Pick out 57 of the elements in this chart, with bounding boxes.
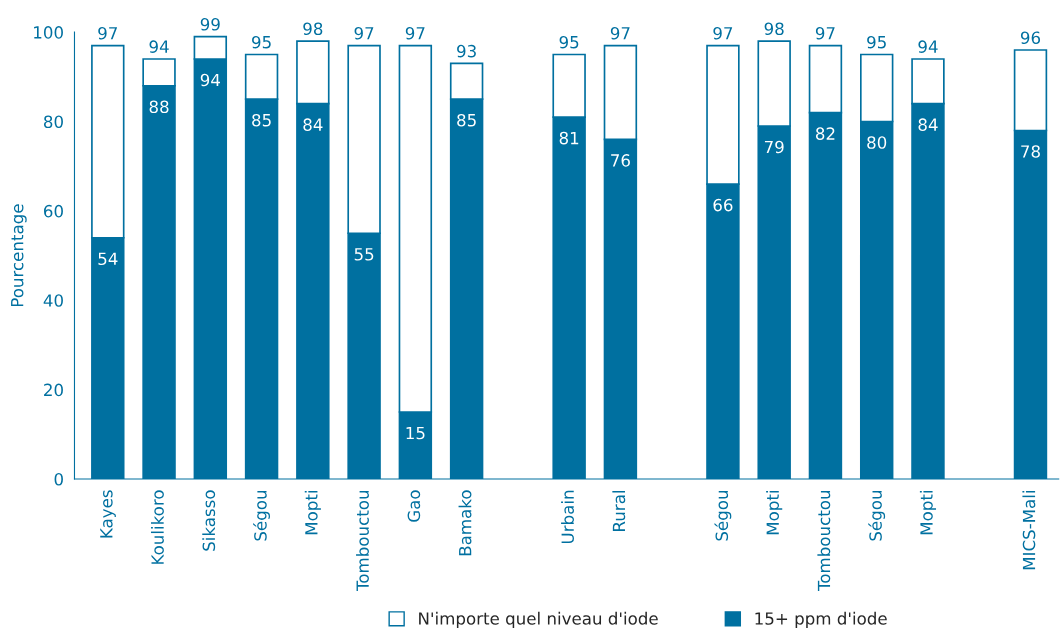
data-label: 84	[303, 118, 323, 131]
legend-label: N'importe quel niveau d'iode	[419, 611, 658, 628]
data-label: 81	[559, 131, 579, 145]
total-label: 97	[98, 26, 117, 40]
data-label: 94	[200, 73, 220, 87]
total-label: 97	[713, 26, 733, 40]
data-label: 79	[764, 140, 784, 154]
data-label: 85	[457, 113, 476, 127]
y-axis-title: Pourcentage	[11, 204, 27, 307]
total-label: 97	[815, 26, 835, 40]
data-label: 15	[406, 426, 425, 440]
data-label: 55	[354, 248, 374, 261]
total-label: 94	[149, 40, 169, 53]
y-tick-label: 40	[43, 294, 63, 307]
legend-label: 15+ ppm d'iode	[755, 611, 887, 628]
x-tick-label: Tombouctou	[817, 490, 831, 592]
y-tick-label: 80	[43, 115, 63, 129]
x-tick-label: Ségou	[714, 490, 732, 541]
data-label: 66	[713, 198, 733, 212]
total-label: 98	[764, 22, 784, 36]
total-label: 95	[867, 35, 886, 49]
total-label: 93	[457, 44, 476, 58]
total-label: 99	[200, 18, 220, 31]
data-label: 76	[611, 154, 630, 167]
x-tick-label: Mopti	[304, 491, 321, 535]
data-label: 80	[867, 136, 887, 149]
x-tick-label: Gao	[407, 490, 421, 522]
x-tick-label: Rural	[612, 491, 626, 531]
data-label: 85	[252, 113, 271, 127]
x-tick-label: Mopti	[919, 491, 937, 535]
y-tick-label: 60	[44, 204, 63, 218]
data-label: 82	[815, 127, 835, 140]
data-label: 78	[1021, 145, 1040, 158]
x-tick-label: Ségou	[253, 490, 270, 541]
total-label: 97	[354, 26, 374, 40]
x-tick-label: Sikasso	[202, 490, 216, 551]
data-label: 54	[98, 252, 118, 266]
x-tick-label: Bamako	[458, 490, 472, 556]
x-tick-label: MICS-Mali	[1022, 491, 1036, 570]
y-tick-label: 20	[44, 383, 63, 397]
data-label: 84	[918, 118, 938, 131]
x-tick-label: Kayes	[100, 490, 116, 538]
x-tick-label: Urbain	[561, 490, 574, 544]
y-tick-label: 100	[34, 26, 63, 39]
x-tick-label: Tombouctou	[356, 490, 369, 592]
total-label: 98	[303, 22, 323, 36]
total-label: 95	[252, 35, 271, 49]
total-label: 97	[405, 26, 425, 40]
total-label: 94	[918, 40, 938, 53]
total-label: 95	[559, 35, 579, 49]
y-tick-label: 0	[54, 473, 63, 486]
total-label: 96	[1020, 31, 1041, 45]
x-tick-label: Mopti	[766, 491, 783, 535]
x-tick-label: Ségou	[868, 490, 886, 541]
data-label: 88	[149, 100, 169, 114]
x-tick-label: Koulikoro	[150, 490, 164, 564]
total-label: 97	[610, 26, 630, 40]
